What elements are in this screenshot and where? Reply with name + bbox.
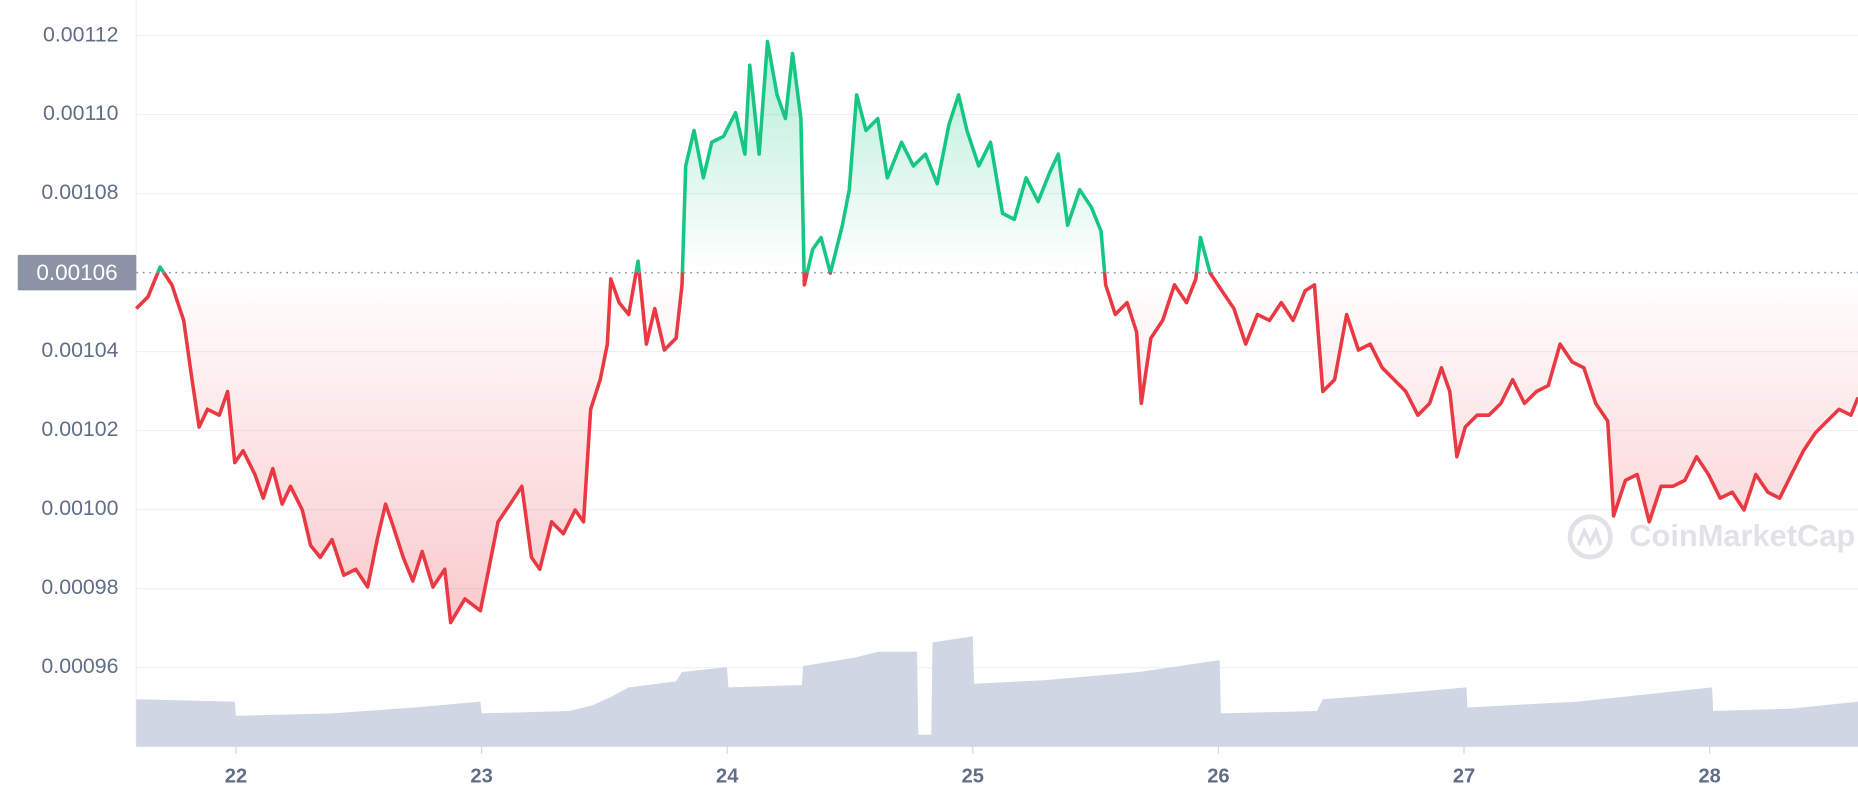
price-line	[135, 39, 1858, 625]
x-tick-label: 28	[1698, 766, 1720, 788]
y-tick-label: 0.00110	[43, 101, 119, 125]
watermark-logo	[1567, 514, 1613, 560]
x-tick-label: 22	[225, 766, 247, 788]
y-tick-label: 0.00096	[41, 654, 118, 678]
price-area	[136, 41, 1858, 623]
watermark-logo-mark	[1576, 526, 1603, 547]
x-tick-label: 26	[1207, 766, 1229, 788]
y-tick-label: 0.00108	[41, 180, 118, 204]
x-tick-label: 23	[470, 766, 492, 788]
baseline-label: 0.00106	[36, 260, 117, 285]
x-tick-label: 27	[1453, 766, 1475, 788]
volume-area	[136, 636, 1858, 747]
y-tick-label: 0.00104	[41, 338, 118, 362]
y-tick-label: 0.00098	[41, 575, 118, 599]
y-tick-label: 0.00102	[41, 417, 118, 441]
watermark-text: CoinMarketCap	[1629, 518, 1855, 553]
baseline-badge	[17, 254, 137, 291]
watermark: CoinMarketCap	[1567, 514, 1855, 560]
x-tick-label: 25	[962, 766, 984, 788]
y-tick-label: 0.00100	[41, 496, 118, 520]
y-tick-label: 0.00112	[43, 22, 118, 46]
x-tick-label: 24	[716, 766, 739, 788]
